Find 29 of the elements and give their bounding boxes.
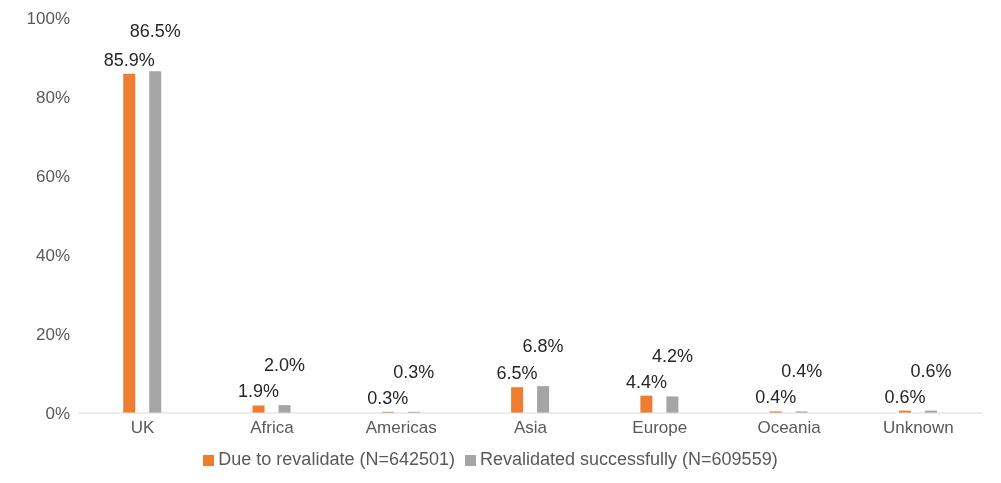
data-label: 6.5% xyxy=(496,363,538,384)
y-tick-label: 0% xyxy=(45,404,70,424)
data-label: 0.6% xyxy=(884,386,926,407)
x-tick-label: Europe xyxy=(632,418,688,438)
legend-label: Due to revalidate (N=642501) xyxy=(218,449,455,469)
data-label: 0.3% xyxy=(367,387,409,408)
data-label: 4.2% xyxy=(651,346,693,367)
x-tick-label: UK xyxy=(130,418,156,438)
data-label: 86.5% xyxy=(129,21,181,42)
y-tick-label: 20% xyxy=(35,325,70,345)
y-tick-label: 100% xyxy=(26,9,70,29)
data-label: 0.4% xyxy=(755,387,797,408)
data-label: 2.0% xyxy=(264,355,306,376)
data-label: 0.6% xyxy=(910,360,952,381)
y-tick-label: 40% xyxy=(35,246,70,266)
y-tick-label: 60% xyxy=(35,167,70,187)
x-tick-label: Unknown xyxy=(882,418,954,438)
y-tick-label: 80% xyxy=(35,88,70,108)
data-label: 0.4% xyxy=(781,361,823,382)
x-tick-label: Asia xyxy=(513,418,548,438)
legend-label: Revalidated successfully (N=609559) xyxy=(479,449,778,469)
x-tick-label: Oceania xyxy=(757,418,822,438)
data-label: 6.8% xyxy=(522,336,564,357)
x-tick-label: Americas xyxy=(365,418,437,438)
data-label: 4.4% xyxy=(625,371,667,392)
x-tick-label: Africa xyxy=(250,418,295,438)
data-label: 0.3% xyxy=(393,361,435,382)
data-label: 85.9% xyxy=(103,49,155,70)
data-label: 1.9% xyxy=(238,381,280,402)
